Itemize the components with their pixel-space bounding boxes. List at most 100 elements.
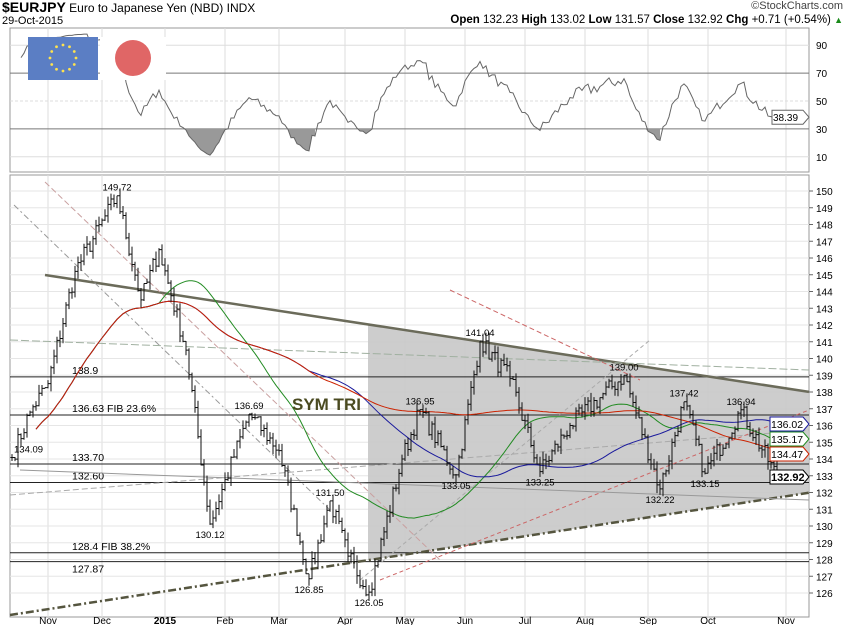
ohlc-bar <box>622 374 626 385</box>
ohlc-bar <box>223 472 227 492</box>
ohlc-bar <box>406 437 410 457</box>
eu-flag-star <box>74 56 78 60</box>
ohlc-bar <box>403 439 407 462</box>
ohlc-bar <box>565 430 569 440</box>
ohlc-bar <box>94 219 98 245</box>
ohlc-bar <box>454 473 458 482</box>
eu-flag-star <box>61 43 65 47</box>
ohlc-bar <box>751 428 755 442</box>
last-value-label: 132.92 <box>771 472 805 484</box>
rsi-last-tag <box>771 109 810 125</box>
eu-flag-star <box>55 45 58 49</box>
ohlc-bar <box>613 381 617 396</box>
ohlc-bar <box>394 484 398 492</box>
ohlc-bar <box>763 439 767 458</box>
ohlc-bar <box>619 374 623 391</box>
eu-flag-star <box>68 67 71 71</box>
ohlc-bar <box>97 216 101 233</box>
ohlc-bar <box>145 278 149 284</box>
ohlc-bar <box>67 288 71 310</box>
ohlc-bar <box>541 451 545 475</box>
y-tick-label: 134 <box>816 455 833 466</box>
up-arrow-icon: ▲ <box>834 15 843 25</box>
ohlc-bar <box>127 232 131 257</box>
ohlc-bar <box>442 445 446 451</box>
ohlc-bar <box>229 456 233 487</box>
rsi-oversold-fill <box>303 128 306 151</box>
ohlc-bar <box>337 504 341 525</box>
last-value-tag <box>769 469 810 485</box>
ohlc-bar <box>235 440 239 460</box>
ohlc-bar <box>205 475 209 512</box>
eu-flag-star <box>72 63 76 66</box>
ohlc-bar <box>244 420 248 429</box>
ohlc-bar <box>661 472 665 497</box>
ohlc-bar <box>625 373 629 383</box>
ohlc-bar <box>238 428 242 449</box>
ohlc-bar <box>310 551 314 580</box>
y-tick-label: 143 <box>816 304 833 315</box>
ohlc-bar <box>40 384 44 396</box>
x-tick-label: 2015 <box>154 616 177 625</box>
ohlc-bar <box>505 357 509 372</box>
ohlc-bar <box>742 401 746 417</box>
y-tick-label: 146 <box>816 254 833 265</box>
ohlc-bar <box>670 438 674 470</box>
ohlc-bar <box>730 432 734 440</box>
quote-line: Open 132.23 High 133.02 Low 131.57 Close… <box>450 14 843 27</box>
ohlc-bar <box>415 402 419 440</box>
x-tick-label: Apr <box>337 616 353 625</box>
ohlc-bar <box>463 416 467 452</box>
ohlc-bar <box>688 404 692 419</box>
ohlc-bar <box>241 420 245 440</box>
ohlc-bar <box>115 195 119 209</box>
ohlc-bar <box>217 494 221 516</box>
rsi-oversold-fill <box>207 128 210 156</box>
ohlc-bar <box>391 486 395 517</box>
x-tick-label: Nov <box>777 616 795 625</box>
ohlc-bar <box>361 579 365 590</box>
watermark: ©StockCharts.com <box>751 0 843 12</box>
ohlc-bar <box>37 384 41 407</box>
ohlc-bar <box>112 194 116 208</box>
ohlc-bar <box>319 534 323 544</box>
last-value-label: 135.17 <box>771 434 803 446</box>
ohlc-bar <box>349 549 353 564</box>
ohlc-bar <box>43 387 47 389</box>
ohlc-bar <box>262 424 266 438</box>
ohlc-bar <box>595 399 599 410</box>
eu-flag-icon <box>28 37 98 80</box>
rsi-oversold-fill <box>291 128 294 138</box>
last-value-tag <box>769 416 810 432</box>
ohlc-bar <box>49 365 53 392</box>
price-label: 136.95 <box>405 397 434 408</box>
ohlc-bar <box>118 188 122 215</box>
price-label: 126.05 <box>354 598 383 609</box>
last-value-tag <box>769 431 810 447</box>
ohlc-bar <box>88 241 92 252</box>
ohlc-bar <box>514 373 518 397</box>
price-label: 126.85 <box>294 585 323 596</box>
ohlc-bar <box>151 257 155 273</box>
ohlc-bar <box>130 246 134 272</box>
ohlc-bar <box>304 558 308 575</box>
rsi-last-label: 38.39 <box>773 113 798 124</box>
ohlc-bar <box>382 526 386 547</box>
y-tick-label: 144 <box>816 288 833 299</box>
ohlc-bar <box>325 504 329 528</box>
low-label: Low <box>588 14 612 26</box>
ohlc-bar <box>559 428 563 455</box>
ohlc-bar <box>475 360 479 376</box>
y-tick-label: 132 <box>816 489 833 500</box>
ohlc-bar <box>640 416 644 440</box>
ohlc-bar <box>388 505 392 523</box>
ohlc-bar <box>745 405 749 429</box>
ohlc-bar <box>658 479 662 495</box>
x-tick-label: Nov <box>39 616 57 625</box>
ohlc-bar <box>187 348 191 380</box>
ohlc-bar <box>547 455 551 467</box>
ohlc-bar <box>259 416 263 436</box>
ohlc-bar <box>85 236 89 256</box>
price-label: 131.50 <box>315 488 344 499</box>
